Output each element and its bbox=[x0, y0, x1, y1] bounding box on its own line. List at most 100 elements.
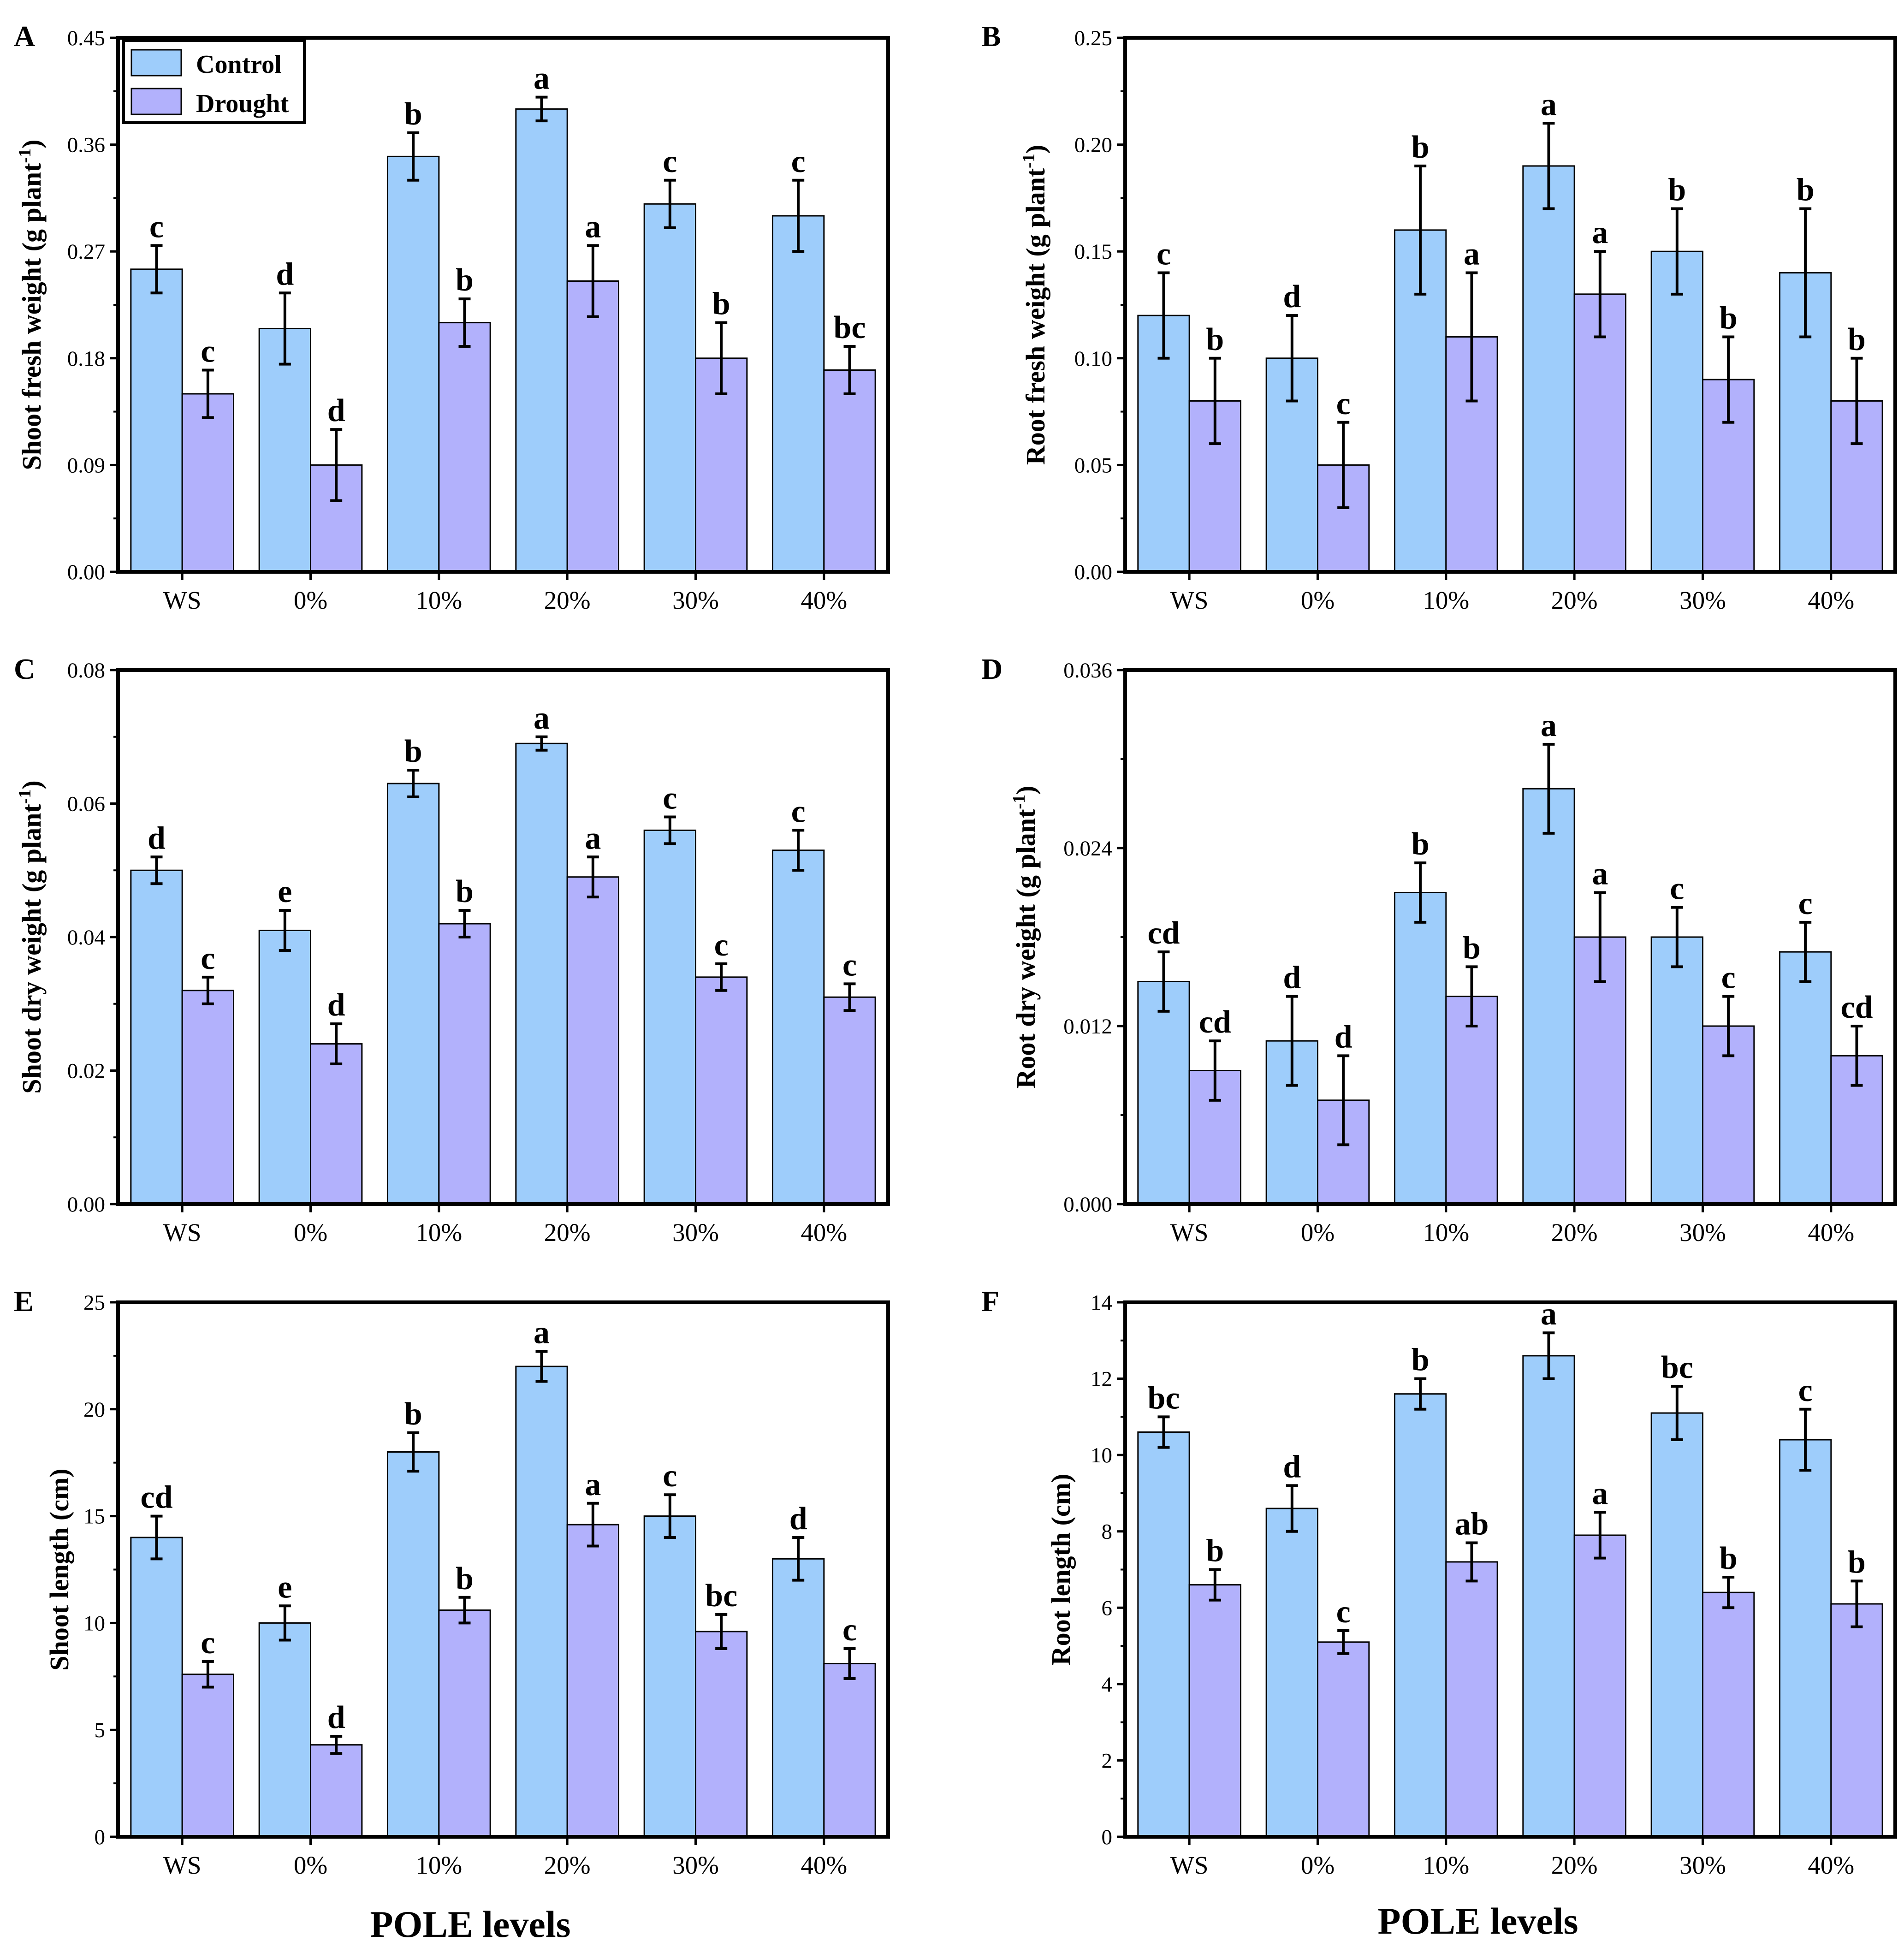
x-tick-label: 0% bbox=[294, 1218, 327, 1247]
significance-letter: d bbox=[327, 987, 345, 1023]
panel-letter: D bbox=[981, 653, 1002, 685]
drought-bar bbox=[1188, 1584, 1242, 1838]
significance-letter: d bbox=[1335, 1019, 1352, 1055]
x-tick-label: WS bbox=[163, 1218, 202, 1247]
y-axis-label: Shoot dry weight (g plant-1) bbox=[15, 780, 47, 1093]
control-bar bbox=[1137, 1431, 1190, 1838]
significance-letter: d bbox=[1283, 1449, 1301, 1484]
control-bar bbox=[387, 1451, 440, 1838]
x-tick-label: 40% bbox=[801, 1218, 847, 1247]
significance-letter: b bbox=[404, 96, 422, 132]
y-axis-label-superscript: -1 bbox=[1009, 795, 1029, 809]
drought-bar bbox=[823, 996, 876, 1205]
control-bar bbox=[1522, 788, 1575, 1205]
y-tick-label: 0.04 bbox=[67, 926, 105, 950]
significance-letter: c bbox=[1798, 1373, 1813, 1408]
panel-a: A 0.00 0.09 0.18 0.27 0.36 0.45 c c WS d d 0% b b 10% a a… bbox=[14, 20, 890, 614]
y-axis-label-main: Root fresh weight (g plant bbox=[1020, 168, 1050, 465]
y-tick-label: 0.012 bbox=[1063, 1015, 1112, 1039]
significance-letter: d bbox=[327, 1700, 345, 1735]
control-bar bbox=[1779, 1439, 1832, 1838]
x-tick-label: 30% bbox=[672, 1851, 719, 1879]
x-tick-label: 20% bbox=[544, 586, 591, 614]
significance-letter: a bbox=[1592, 215, 1608, 250]
y-tick-label: 0.25 bbox=[1074, 26, 1112, 50]
y-axis-label: Root length (cm) bbox=[1046, 1474, 1076, 1666]
significance-letter: b bbox=[456, 874, 474, 909]
y-axis-label-main: Shoot dry weight (g plant bbox=[17, 804, 47, 1094]
plot-frame bbox=[1123, 1300, 1897, 1839]
significance-letter: a bbox=[1541, 708, 1557, 743]
significance-letter: b bbox=[456, 262, 474, 298]
significance-letter: c bbox=[663, 144, 677, 179]
significance-letter: bc bbox=[1661, 1350, 1693, 1385]
drought-bar bbox=[695, 976, 748, 1205]
x-tick-label: 20% bbox=[1551, 1218, 1598, 1247]
drought-bar bbox=[438, 1609, 491, 1838]
panel-b: B 0.00 0.05 0.10 0.15 0.20 0.25 c b WS d c 0% b a 10% a a… bbox=[981, 20, 1897, 614]
significance-letter: b bbox=[1668, 172, 1686, 208]
y-tick-label: 15 bbox=[83, 1505, 105, 1529]
significance-letter: c bbox=[842, 1612, 857, 1648]
significance-letter: b bbox=[1720, 300, 1738, 336]
drought-bar bbox=[181, 1674, 234, 1838]
y-tick-label: 0.45 bbox=[67, 26, 105, 50]
drought-bar bbox=[1573, 1534, 1627, 1838]
x-tick-label: 40% bbox=[1808, 586, 1854, 614]
y-tick-label: 14 bbox=[1091, 1291, 1112, 1315]
significance-letter: b bbox=[1412, 130, 1429, 165]
x-tick-label: 40% bbox=[1808, 1851, 1854, 1879]
significance-letter: c bbox=[663, 1458, 677, 1494]
significance-letter: c bbox=[842, 947, 857, 983]
x-tick-label: 10% bbox=[415, 1218, 462, 1247]
x-tick-label: 10% bbox=[415, 586, 462, 614]
control-bar bbox=[130, 869, 183, 1205]
drought-bar bbox=[566, 1524, 619, 1838]
significance-letter: a bbox=[1541, 87, 1557, 122]
control-bar bbox=[1522, 165, 1575, 573]
significance-letter: c bbox=[791, 794, 806, 829]
significance-letter: cd bbox=[1841, 990, 1873, 1025]
significance-letter: c bbox=[201, 1625, 215, 1661]
control-bar bbox=[258, 327, 312, 573]
drought-bar bbox=[695, 1631, 748, 1838]
significance-letter: b bbox=[456, 1561, 474, 1597]
x-tick-label: 0% bbox=[1301, 586, 1335, 614]
control-bar bbox=[1394, 1393, 1447, 1838]
panel-c: C 0.00 0.02 0.04 0.06 0.08 d c WS e d 0% b b 10% a a 20% c… bbox=[14, 653, 890, 1247]
control-bar bbox=[772, 849, 825, 1205]
y-tick-label: 0.06 bbox=[67, 792, 105, 816]
x-axis-title-right: POLE levels bbox=[1377, 1900, 1578, 1942]
y-axis-label-main: Shoot length (cm) bbox=[44, 1468, 74, 1670]
y-tick-label: 0.10 bbox=[1074, 347, 1112, 371]
y-axis-label: Shoot fresh weight (g plant-1) bbox=[15, 140, 47, 470]
drought-bar bbox=[310, 1043, 363, 1205]
significance-letter: d bbox=[148, 820, 166, 856]
significance-letter: d bbox=[327, 393, 345, 428]
x-tick-label: 30% bbox=[672, 1218, 719, 1247]
control-bar bbox=[643, 203, 696, 573]
x-tick-label: 30% bbox=[1679, 1218, 1726, 1247]
y-axis-label: Root dry weight (g plant-1) bbox=[1009, 786, 1041, 1089]
significance-letter: c bbox=[714, 927, 729, 963]
x-tick-label: 30% bbox=[672, 586, 719, 614]
x-tick-label: WS bbox=[163, 1851, 202, 1879]
y-tick-label: 8 bbox=[1102, 1520, 1113, 1544]
y-tick-label: 10 bbox=[1091, 1443, 1112, 1467]
y-axis-label-main: Root dry weight (g plant bbox=[1011, 809, 1041, 1088]
y-axis-label-close: ) bbox=[17, 140, 47, 148]
control-bar bbox=[772, 215, 825, 573]
significance-letter: c bbox=[149, 209, 164, 244]
y-axis-label-superscript: -1 bbox=[15, 148, 35, 163]
drought-bar bbox=[1445, 996, 1498, 1205]
y-tick-label: 0 bbox=[1102, 1825, 1113, 1849]
control-bar bbox=[643, 1515, 696, 1838]
y-tick-label: 0.18 bbox=[67, 347, 105, 371]
significance-letter: a bbox=[585, 820, 601, 856]
significance-letter: a bbox=[1592, 1476, 1608, 1511]
x-tick-label: 10% bbox=[1423, 586, 1469, 614]
significance-letter: cd bbox=[1199, 1004, 1231, 1040]
drought-bar bbox=[181, 393, 234, 573]
significance-letter: a bbox=[585, 1467, 601, 1502]
control-bar bbox=[387, 155, 440, 573]
